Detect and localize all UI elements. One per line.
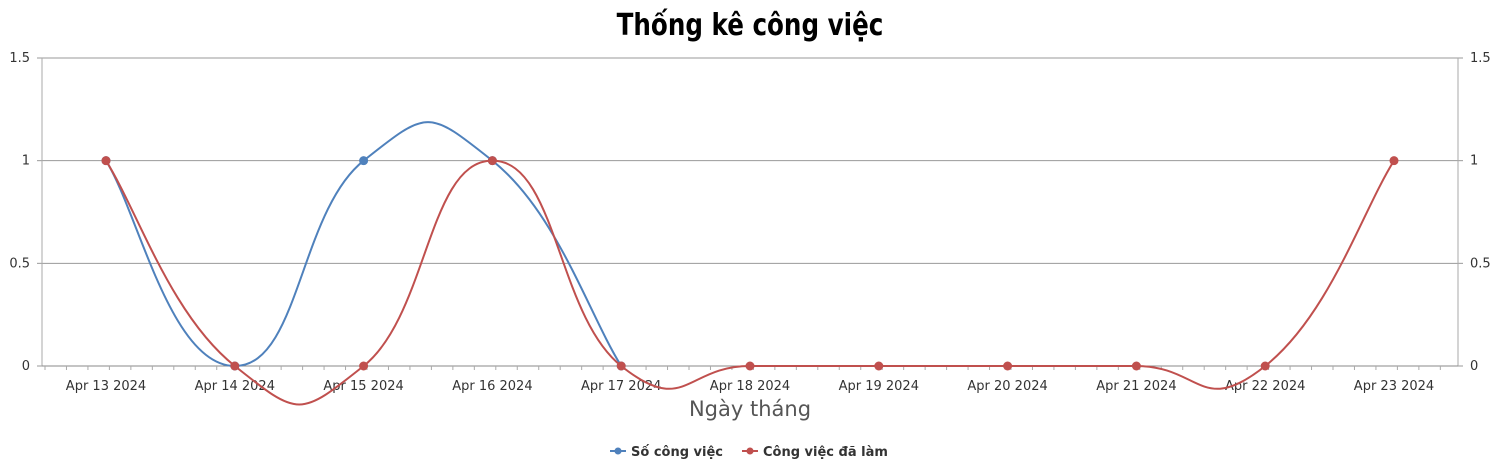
data-point-cong-viec-da-lam [874, 361, 884, 371]
y-tick-label-right: 0.5 [1470, 256, 1491, 271]
y-tick-label: 1.5 [9, 51, 30, 66]
data-point-cong-viec-da-lam [1003, 361, 1013, 371]
x-tick-label: Apr 20 2024 [967, 379, 1047, 394]
data-point-cong-viec-da-lam [359, 361, 369, 371]
series-layer [101, 121, 1399, 406]
data-point-cong-viec-da-lam [230, 361, 240, 371]
x-tick-label: Apr 14 2024 [195, 379, 275, 394]
x-tick-label: Apr 23 2024 [1354, 379, 1434, 394]
x-tick-label: Apr 15 2024 [323, 379, 403, 394]
grid-lines [42, 57, 1458, 367]
legend-label-so-cong-viec: Số công việc [631, 445, 723, 460]
y-tick-label-right: 1 [1470, 154, 1478, 169]
series-line-cong-viec-da-lam [105, 159, 1395, 406]
chart-title: Thống kê công việc [616, 8, 884, 43]
legend-swatch-marker-cong-viec-da-lam [746, 447, 754, 455]
y-tick-label: 1 [22, 154, 30, 169]
data-point-cong-viec-da-lam [1131, 361, 1141, 371]
x-tick-label: Apr 19 2024 [839, 379, 919, 394]
x-axis-title: Ngày tháng [689, 397, 811, 421]
data-point-so-cong-viec [359, 156, 369, 166]
legend-swatch-marker-so-cong-viec [614, 447, 622, 455]
x-tick-label: Apr 22 2024 [1225, 379, 1305, 394]
y-tick-label: 0 [22, 359, 30, 374]
x-tick-label: Apr 17 2024 [581, 379, 661, 394]
y-tick-label-right: 1.5 [1470, 51, 1491, 66]
y-tick-label: 0.5 [9, 256, 30, 271]
axes: 0 0 0.5 0.5 1 1 1.5 1.5 Apr 13 2024 Apr 14 2024 Ap… [9, 51, 1490, 421]
x-tick-label: Apr 13 2024 [66, 379, 146, 394]
y-tick-label-right: 0 [1470, 359, 1478, 374]
data-point-cong-viec-da-lam [1389, 156, 1399, 166]
x-tick-label: Apr 21 2024 [1096, 379, 1176, 394]
data-point-cong-viec-da-lam [487, 156, 497, 166]
legend-label-cong-viec-da-lam: Công việc đã làm [763, 445, 888, 460]
data-point-cong-viec-da-lam [1260, 361, 1270, 371]
x-tick-label: Apr 16 2024 [452, 379, 532, 394]
series-line-so-cong-viec [105, 121, 623, 368]
data-point-cong-viec-da-lam [745, 361, 755, 371]
x-tick-label: Apr 18 2024 [710, 379, 790, 394]
data-point-cong-viec-da-lam [616, 361, 626, 371]
legend: Số công việc Công việc đã làm [610, 445, 888, 460]
data-point-cong-viec-da-lam [101, 156, 111, 166]
